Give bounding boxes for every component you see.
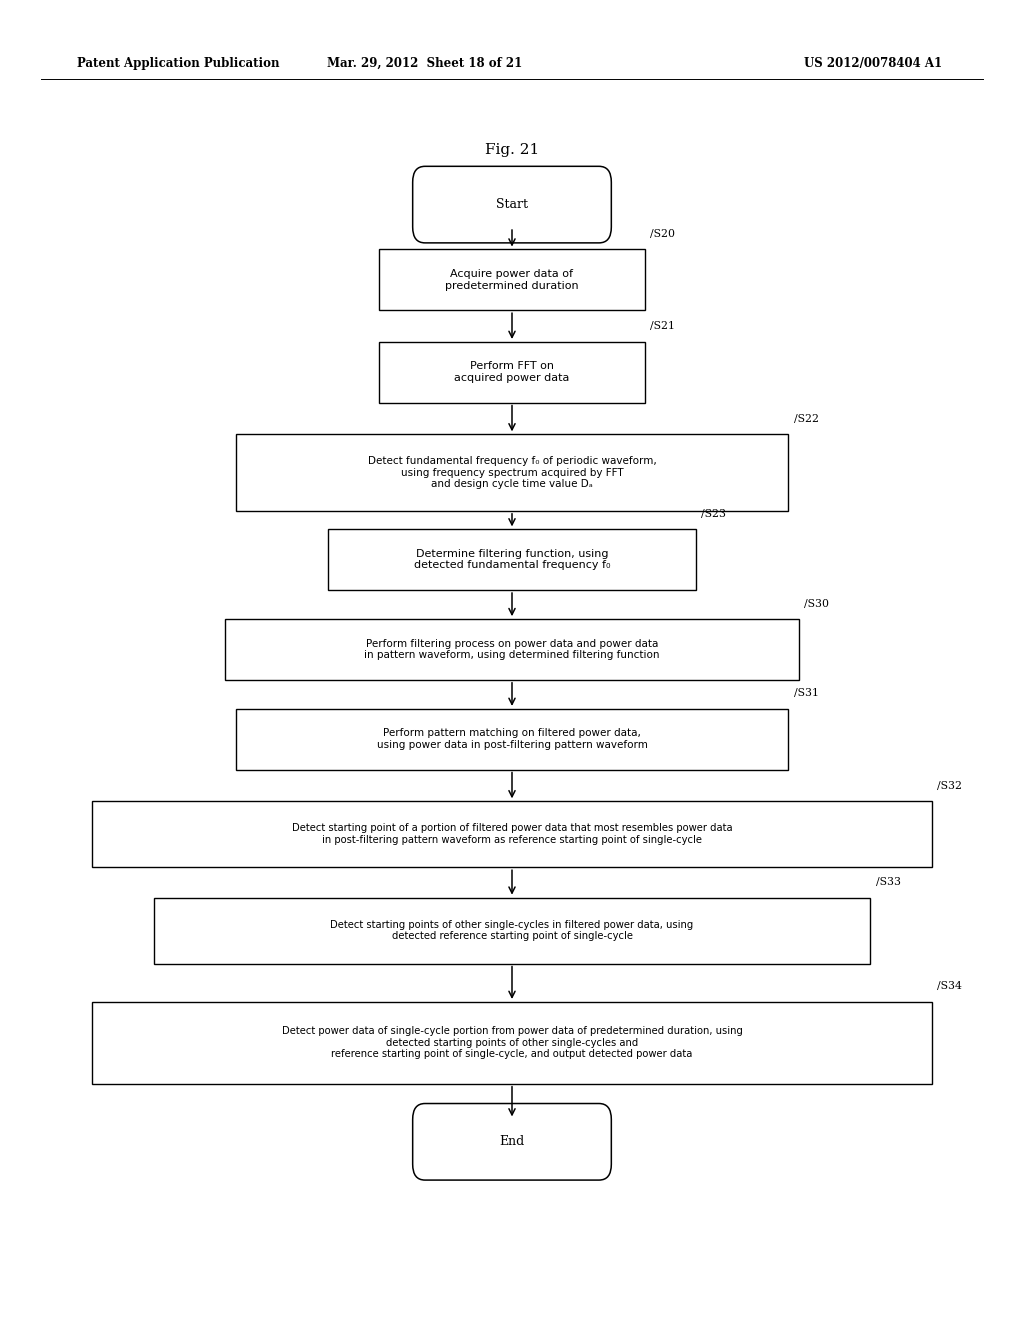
FancyBboxPatch shape <box>413 1104 611 1180</box>
Text: US 2012/0078404 A1: US 2012/0078404 A1 <box>804 57 942 70</box>
Bar <box>92 1002 932 1084</box>
Text: Fig. 21: Fig. 21 <box>485 144 539 157</box>
Text: Mar. 29, 2012  Sheet 18 of 21: Mar. 29, 2012 Sheet 18 of 21 <box>328 57 522 70</box>
Text: ∕S31: ∕S31 <box>794 688 818 698</box>
Bar <box>154 898 870 964</box>
Bar <box>236 434 788 511</box>
Text: Acquire power data of
predetermined duration: Acquire power data of predetermined dura… <box>445 269 579 290</box>
Text: Detect fundamental frequency f₀ of periodic waveform,
using frequency spectrum a: Detect fundamental frequency f₀ of perio… <box>368 455 656 490</box>
Text: Perform filtering process on power data and power data
in pattern waveform, usin: Perform filtering process on power data … <box>365 639 659 660</box>
Text: ∕S32: ∕S32 <box>937 780 962 791</box>
Bar <box>379 249 645 310</box>
Text: ∕S23: ∕S23 <box>701 508 726 519</box>
Text: Detect starting point of a portion of filtered power data that most resembles po: Detect starting point of a portion of fi… <box>292 824 732 845</box>
Text: Determine filtering function, using
detected fundamental frequency f₀: Determine filtering function, using dete… <box>414 549 610 570</box>
FancyBboxPatch shape <box>413 166 611 243</box>
Text: Start: Start <box>496 198 528 211</box>
Text: ∕S34: ∕S34 <box>937 981 962 991</box>
Text: ∕S33: ∕S33 <box>876 876 900 887</box>
Text: Patent Application Publication: Patent Application Publication <box>77 57 280 70</box>
Text: End: End <box>500 1135 524 1148</box>
Text: ∕S21: ∕S21 <box>650 321 675 331</box>
Text: Perform FFT on
acquired power data: Perform FFT on acquired power data <box>455 362 569 383</box>
Text: Detect power data of single-cycle portion from power data of predetermined durat: Detect power data of single-cycle portio… <box>282 1026 742 1060</box>
Bar <box>236 709 788 770</box>
Text: ∕S30: ∕S30 <box>804 598 828 609</box>
Bar <box>379 342 645 403</box>
Text: ∕S20: ∕S20 <box>650 228 675 239</box>
Bar <box>92 801 932 867</box>
Bar <box>225 619 799 680</box>
Text: Perform pattern matching on filtered power data,
using power data in post-filter: Perform pattern matching on filtered pow… <box>377 729 647 750</box>
Bar <box>328 529 696 590</box>
Text: ∕S22: ∕S22 <box>794 413 818 424</box>
Text: Detect starting points of other single-cycles in filtered power data, using
dete: Detect starting points of other single-c… <box>331 920 693 941</box>
